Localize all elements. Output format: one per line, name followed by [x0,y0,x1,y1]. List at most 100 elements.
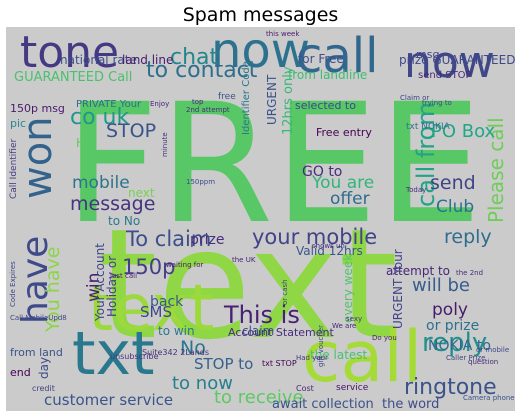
cloud-word: the word [382,397,440,411]
cloud-word: Code Expires [9,261,17,307]
cloud-word: Do you [372,334,397,342]
cloud-word: chat [170,45,219,70]
cloud-word: back [150,294,184,310]
cloud-word: txt [72,319,155,389]
cloud-word: national rate [60,53,137,67]
cloud-word: URGENT [265,74,279,125]
cloud-word: text [88,272,215,346]
cloud-word: GUARANTEED Call [14,70,133,85]
cloud-word: every week [341,253,355,323]
cloud-word: trying to [422,99,452,107]
cloud-word: service [336,383,369,393]
cloud-word: Valid 12hrs [296,244,363,258]
cloud-word: Call MobileUpd8 [10,314,67,322]
cloud-word: Had your [296,354,328,362]
cloud-word: attempt to [386,264,451,278]
cloud-word: Hi [76,136,89,150]
cloud-word: top [192,98,204,106]
cloud-word: await collection [272,397,374,411]
cloud-word: Account Statement [228,326,334,339]
cloud-word: ringtone [404,375,497,400]
cloud-word: Holiday or [105,255,119,317]
cloud-word: the UK [232,256,256,264]
cloud-word: reply [422,328,488,358]
cloud-word: STOP [106,120,157,142]
cloud-word: co uk [70,105,130,130]
cloud-word: for Free [298,52,344,66]
cloud-word: to receive [214,387,304,408]
cloud-word: Identifier Code [241,61,252,135]
cloud-word: end [10,366,31,379]
cloud-word: shows un [312,242,345,250]
cloud-word: waiting for [166,261,204,269]
cloud-word: call [296,28,379,84]
cloud-word: mobile [72,173,130,193]
cloud-word: reply [444,226,492,248]
cloud-word: Club [436,197,475,217]
cloud-word: credit [32,384,55,393]
cloud-word: the latest [310,348,368,362]
cloud-word: PO Box [431,121,496,142]
cloud-word: You are [312,173,375,193]
cloud-word: STOP to [194,355,254,373]
cloud-word: from land [10,346,63,359]
cloud-word: call [302,316,423,398]
cloud-word: SMS [140,303,172,321]
cloud-word: to No [108,214,141,228]
cloud-word: offer [330,189,370,209]
cloud-word: Cost [296,384,314,393]
cloud-word: Enjoy [150,100,170,108]
cloud-word: just call [110,272,138,280]
cloud-word: from landline [288,68,368,82]
cloud-word: tone [20,27,120,78]
chart-title: Spam messages [182,4,339,26]
cloud-word: Camera phone [463,394,515,402]
cloud-word: 150p msg [10,102,65,115]
cloud-word: or mobile [476,346,510,354]
cloud-word: question [468,358,499,366]
cloud-word: sexy [346,315,363,323]
cloud-word: day [37,356,51,379]
cloud-word: to contact [146,58,258,83]
cloud-word: msg [416,48,440,61]
cloud-word: prize [190,232,225,248]
cloud-word: This is [224,301,300,329]
cloud-word: txt NOKIA [406,122,450,132]
cloud-word: customer service [44,391,174,409]
cloud-word: NOKIA to [428,338,491,354]
cloud-word: claim [242,324,275,338]
cloud-word: Caller Prize [446,354,486,362]
word-cloud: FREE text call now call now tone txt have won text… [6,27,515,411]
cloud-word: your mobile [252,225,378,249]
cloud-word: prize GUARANTEED [399,53,515,67]
cloud-word: GO to [302,164,343,180]
cloud-word: to now [172,373,233,394]
cloud-word: now [211,27,311,79]
cloud-word: message [70,193,156,215]
cloud-word: To claim [126,227,212,251]
cloud-word: this week [266,30,300,38]
cloud-word: the 2nd [456,269,484,277]
cloud-word: unsubscribe [110,352,159,361]
cloud-word: minute [161,132,169,157]
cloud-word: land line [122,53,174,67]
cloud-word: PRIVATE Your [76,99,142,110]
cloud-word: Today [406,186,427,194]
cloud-word: FREE [64,68,483,260]
cloud-word: selected to [295,99,356,112]
cloud-word: next [128,186,155,200]
cloud-word: 2nd attempt [186,106,230,114]
cloud-word: now [404,37,495,88]
cloud-word: URGENT Your [391,249,405,329]
cloud-word: send [430,172,476,194]
cloud-word: Free entry [316,126,372,139]
cloud-word: poly [432,300,468,320]
cloud-word: or prize [426,318,480,334]
cloud-word: send STOP [418,70,472,81]
cloud-word: 150ppm [186,178,216,186]
cloud-word: pic [10,117,27,130]
cloud-word: txt STOP [262,359,297,368]
cloud-word: Call Identifier [9,138,19,199]
cloud-word: We are [332,322,357,330]
